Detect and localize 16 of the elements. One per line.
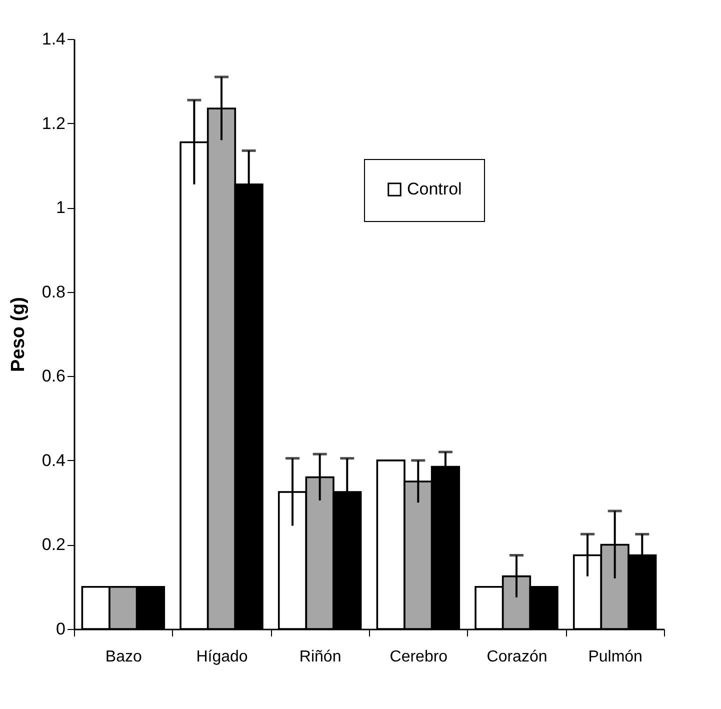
y-tick-label: 0.2: [42, 535, 66, 554]
y-tick-label: 1: [56, 198, 66, 218]
x-tick-label: Corazón: [486, 648, 548, 666]
y-tick-label: 0.6: [42, 366, 66, 386]
y-tick-label: 0.8: [42, 282, 66, 302]
y-tick-label: 1.4: [42, 30, 66, 48]
x-tick-label: Riñón: [299, 648, 342, 666]
x-tick-label: Hígado: [196, 648, 248, 666]
x-tick-label: Pulmón: [588, 648, 642, 666]
y-axis-title: Peso (g): [8, 297, 29, 372]
y-tick-label: 1.2: [42, 114, 66, 133]
legend-label: Control: [407, 180, 462, 198]
y-tick-label: 0.4: [42, 450, 66, 470]
x-tick-label: Cerebro: [390, 648, 448, 666]
y-tick-label: 0: [56, 620, 66, 638]
x-tick-label: Bazo: [105, 648, 142, 666]
